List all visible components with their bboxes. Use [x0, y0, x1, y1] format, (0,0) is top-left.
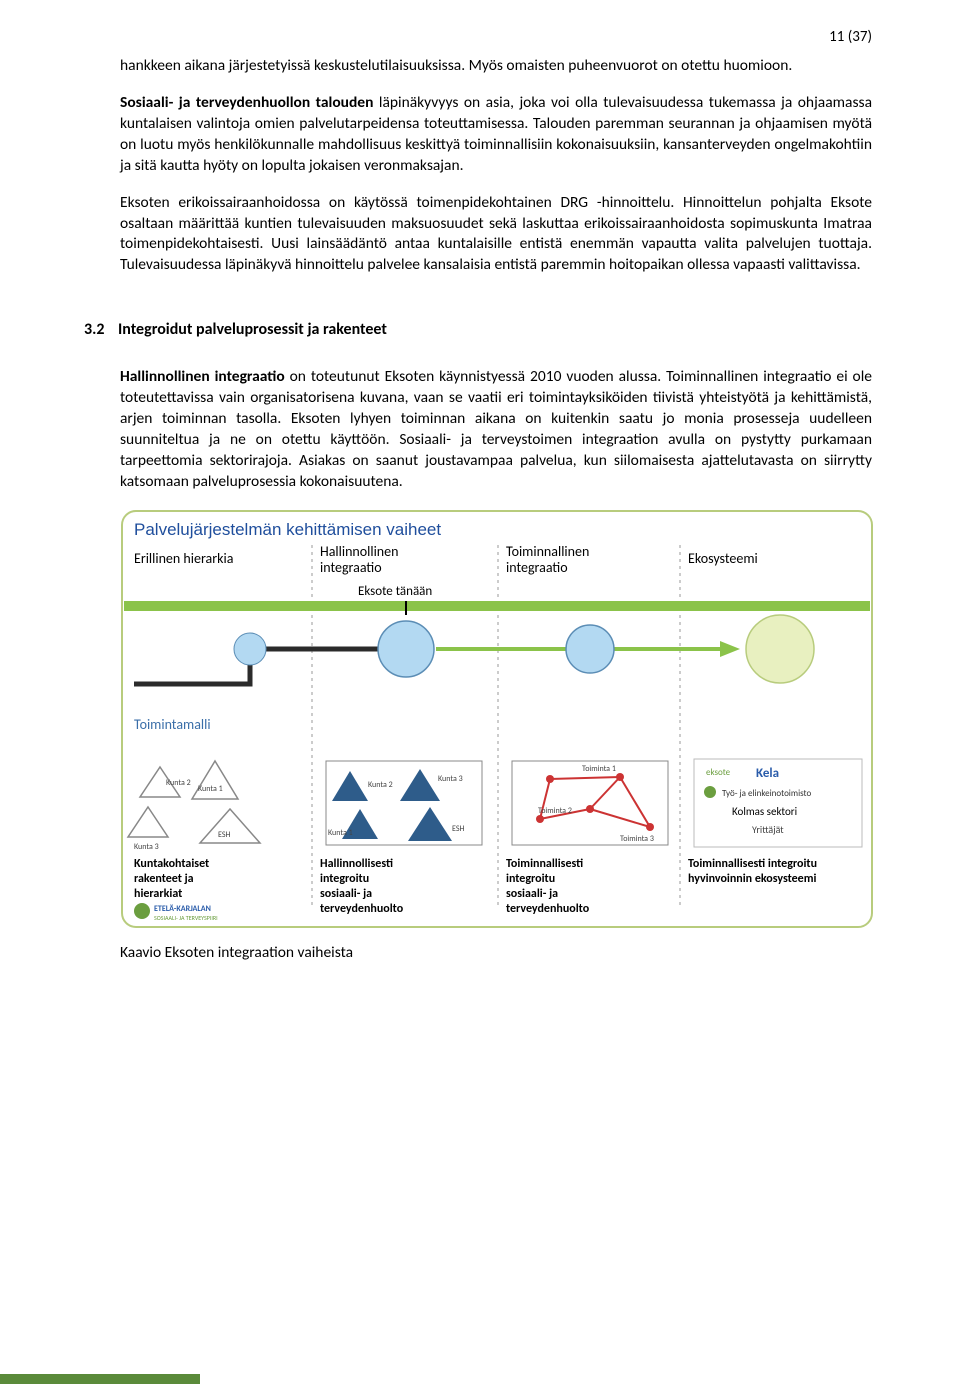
bl1b: rakenteet ja	[134, 872, 194, 886]
bl4b: hyvinvoinnin ekosysteemi	[688, 872, 816, 886]
svg-text:Työ- ja elinkeinotoimisto: Työ- ja elinkeinotoimisto	[722, 788, 811, 799]
svg-text:ESH: ESH	[218, 830, 231, 840]
svg-text:ETELÄ-KARJALAN: ETELÄ-KARJALAN	[154, 904, 211, 914]
svg-text:Kunta 1: Kunta 1	[328, 828, 353, 838]
bl2a: Hallinnollisesti	[320, 857, 393, 871]
bl4a: Toiminnallisesti integroitu	[688, 857, 817, 871]
lead-4: Hallinnollinen integraatio	[120, 367, 285, 386]
bl2d: terveydenhuolto	[320, 902, 404, 916]
svg-text:Toiminta 2: Toiminta 2	[538, 806, 572, 816]
phase-4: Ekosysteemi	[688, 550, 758, 567]
paragraph-4: Hallinnollinen integraatio on toteutunut…	[120, 367, 872, 493]
phase-3a: Toiminnallinen	[506, 543, 589, 560]
bl2b: integroitu	[320, 872, 369, 886]
section-number: 3.2	[84, 320, 118, 339]
phase-2b: integraatio	[320, 559, 382, 576]
row-label: Toimintamalli	[134, 716, 211, 733]
svg-text:ESH: ESH	[452, 824, 465, 834]
lead-2: Sosiaali- ja terveydenhuollon talouden	[120, 93, 373, 112]
diagram-container: Palvelujärjestelmän kehittämisen vaiheet…	[120, 509, 872, 929]
svg-text:Kela: Kela	[756, 766, 779, 781]
diagram-title: Palvelujärjestelmän kehittämisen vaiheet	[134, 520, 441, 539]
paragraph-1: hankkeen aikana järjestetyissä keskustel…	[120, 56, 872, 77]
bl3b: integroitu	[506, 872, 555, 886]
svg-text:Kunta 2: Kunta 2	[166, 778, 191, 788]
svg-text:Yrittäjät: Yrittäjät	[752, 823, 784, 836]
bl2c: sosiaali- ja	[320, 887, 372, 901]
bl3d: terveydenhuolto	[506, 902, 590, 916]
svg-text:Kolmas sektori: Kolmas sektori	[732, 805, 797, 818]
svg-text:eksote: eksote	[706, 767, 731, 778]
section-heading: 3.2Integroidut palveluprosessit ja raken…	[84, 320, 872, 339]
svg-text:Kunta 3: Kunta 3	[438, 774, 463, 784]
svg-text:Kunta 3: Kunta 3	[134, 842, 159, 852]
svg-text:Toiminta 3: Toiminta 3	[620, 834, 654, 844]
svg-text:Kunta 1: Kunta 1	[198, 784, 223, 794]
phase-3b: integraatio	[506, 559, 568, 576]
svg-text:Kunta 2: Kunta 2	[368, 780, 393, 790]
svg-text:SOSIAALI- JA TERVEYSPIIRI: SOSIAALI- JA TERVEYSPIIRI	[154, 914, 218, 922]
diagram-caption: Kaavio Eksoten integraation vaiheista	[120, 943, 872, 962]
paragraph-3: Eksoten erikoissairaanhoidossa on käytös…	[120, 193, 872, 277]
footer-accent-bar	[0, 1374, 200, 1384]
bl1c: hierarkiat	[134, 887, 182, 901]
section-title: Integroidut palveluprosessit ja rakentee…	[118, 320, 387, 339]
phase-2a: Hallinnollinen	[320, 543, 398, 560]
today-label: Eksote tänään	[358, 584, 432, 599]
paragraph-2: Sosiaali- ja terveydenhuollon talouden l…	[120, 93, 872, 177]
bl1a: Kuntakohtaiset	[134, 857, 209, 871]
integration-phases-diagram: Palvelujärjestelmän kehittämisen vaiheet…	[120, 509, 874, 929]
phase-1: Erillinen hierarkia	[134, 550, 233, 567]
svg-text:Toiminta 1: Toiminta 1	[582, 764, 616, 774]
bl3a: Toiminnallisesti	[506, 857, 583, 871]
bl3c: sosiaali- ja	[506, 887, 558, 901]
page-number: 11 (37)	[829, 28, 872, 46]
